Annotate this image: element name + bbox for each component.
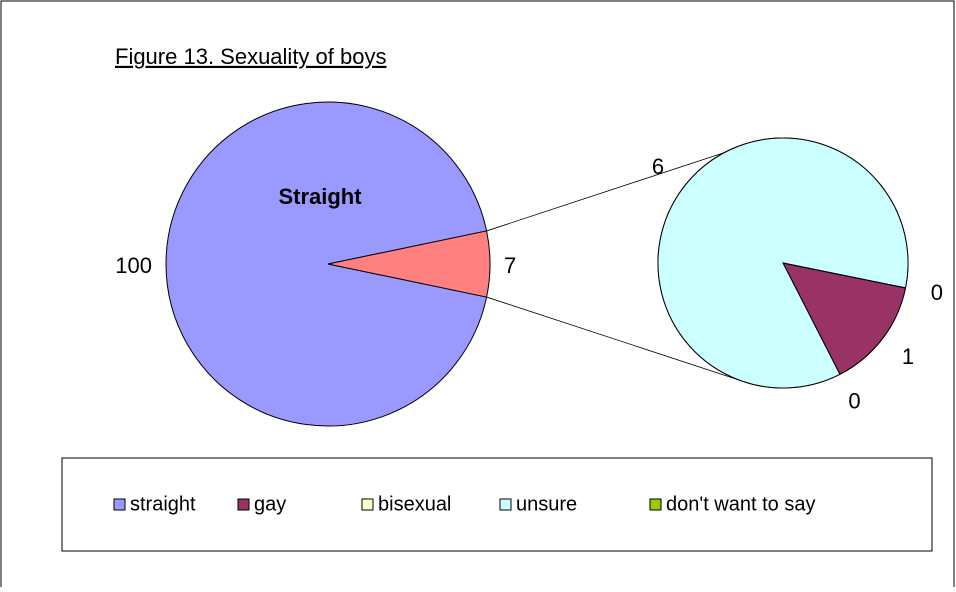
data-label: 1 — [902, 344, 914, 369]
legend-box — [61, 457, 933, 552]
data-label: 6 — [652, 154, 664, 179]
data-label: 7 — [504, 253, 516, 278]
legend-swatch — [499, 498, 512, 511]
legend-label: straight — [130, 493, 196, 515]
legend-label: don't want to say — [666, 493, 815, 515]
pie-slice — [657, 137, 909, 389]
legend-label: unsure — [516, 493, 577, 515]
pie-slice — [165, 101, 488, 427]
inner-label: Straight — [278, 184, 362, 209]
legend-swatch — [113, 498, 126, 511]
chart-title: Figure 13. Sexuality of boys — [115, 44, 386, 69]
connector-line — [486, 152, 725, 232]
legend-swatch — [237, 498, 250, 511]
connector-line — [486, 296, 739, 381]
pie-slice — [327, 230, 491, 298]
data-label: 100 — [115, 253, 152, 278]
data-label: 0 — [848, 389, 860, 414]
data-label: 0 — [931, 280, 943, 305]
legend-label: bisexual — [378, 493, 451, 515]
legend-swatch — [649, 498, 662, 511]
legend-label: gay — [254, 493, 286, 515]
legend-swatch — [361, 498, 374, 511]
pie-slice — [782, 262, 907, 375]
